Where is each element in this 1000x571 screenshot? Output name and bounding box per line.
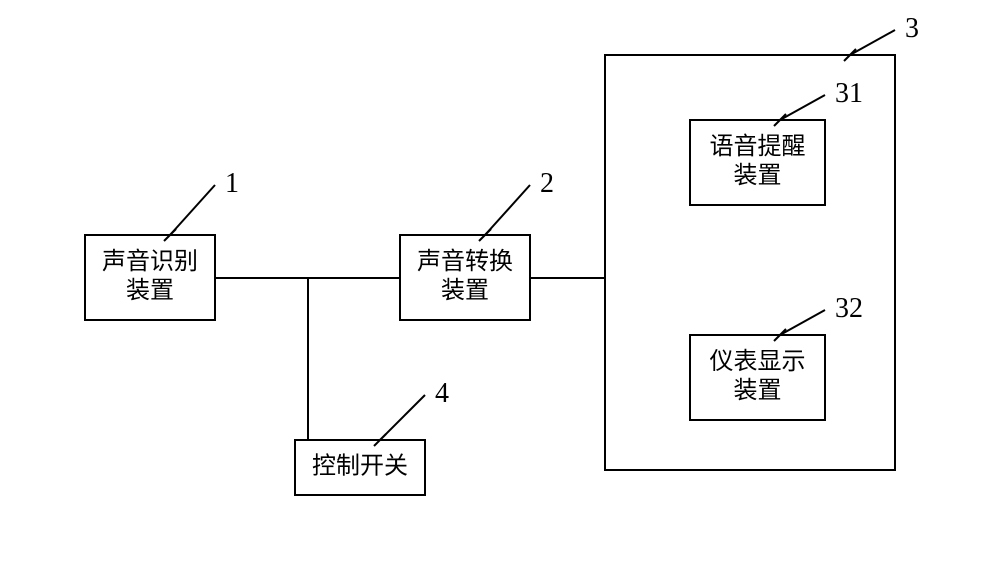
node-label-n4-line0: 控制开关 — [312, 453, 408, 480]
ref-label-c3: 3 — [905, 13, 919, 44]
ref-label-n32: 32 — [835, 293, 863, 324]
leader-c3 — [850, 30, 895, 55]
node-label-n31-line0: 语音提醒 — [710, 133, 806, 160]
node-label-n31-line1: 装置 — [734, 162, 782, 189]
leader-n4 — [380, 395, 425, 440]
node-label-n32-line1: 装置 — [734, 377, 782, 404]
ref-label-n1: 1 — [225, 168, 239, 199]
node-label-n1-line1: 装置 — [126, 277, 174, 304]
leader-n31 — [780, 95, 825, 120]
leader-n32 — [780, 310, 825, 335]
block-diagram: 声音识别装置声音转换装置控制开关语音提醒装置仪表显示装置 31243132 — [0, 0, 1000, 571]
node-label-n32-line0: 仪表显示 — [710, 348, 806, 375]
ref-label-n2: 2 — [540, 168, 554, 199]
ref-label-n31: 31 — [835, 78, 863, 109]
node-label-n1-line0: 声音识别 — [102, 248, 198, 275]
node-label-n2-line0: 声音转换 — [417, 248, 513, 275]
ref-label-n4: 4 — [435, 378, 449, 409]
node-label-n2-line1: 装置 — [441, 277, 489, 304]
leader-n1 — [170, 185, 215, 235]
leader-n2 — [485, 185, 530, 235]
